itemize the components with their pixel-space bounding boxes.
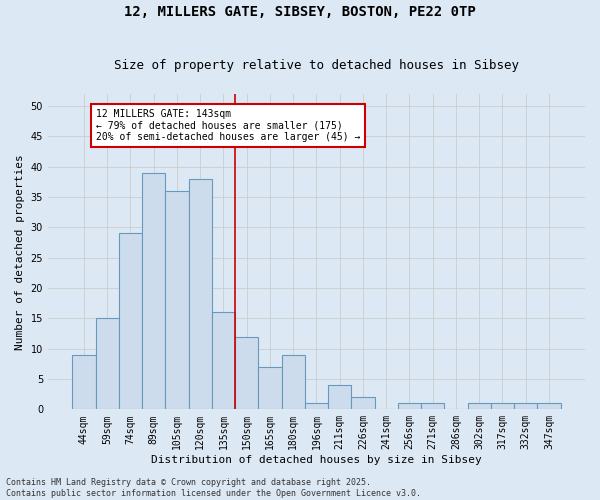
Bar [95,318,119,410]
Bar [235,336,259,409]
Bar [188,179,212,410]
Bar [467,404,491,409]
Bar [281,355,305,410]
Bar [538,404,560,409]
Bar [514,404,538,409]
Text: 12, MILLERS GATE, SIBSEY, BOSTON, PE22 0TP: 12, MILLERS GATE, SIBSEY, BOSTON, PE22 0… [124,5,476,19]
Bar [305,404,328,409]
Bar [421,404,445,409]
Bar [73,355,95,410]
Y-axis label: Number of detached properties: Number of detached properties [15,154,25,350]
Bar [119,234,142,410]
Title: Size of property relative to detached houses in Sibsey: Size of property relative to detached ho… [114,59,519,72]
Bar [212,312,235,410]
Bar [352,397,374,409]
Bar [259,367,281,410]
Text: 12 MILLERS GATE: 143sqm
← 79% of detached houses are smaller (175)
20% of semi-d: 12 MILLERS GATE: 143sqm ← 79% of detache… [95,109,360,142]
Bar [166,191,188,410]
Bar [398,404,421,409]
Bar [491,404,514,409]
Text: Contains HM Land Registry data © Crown copyright and database right 2025.
Contai: Contains HM Land Registry data © Crown c… [6,478,421,498]
Bar [328,385,352,409]
X-axis label: Distribution of detached houses by size in Sibsey: Distribution of detached houses by size … [151,455,482,465]
Bar [142,173,166,410]
